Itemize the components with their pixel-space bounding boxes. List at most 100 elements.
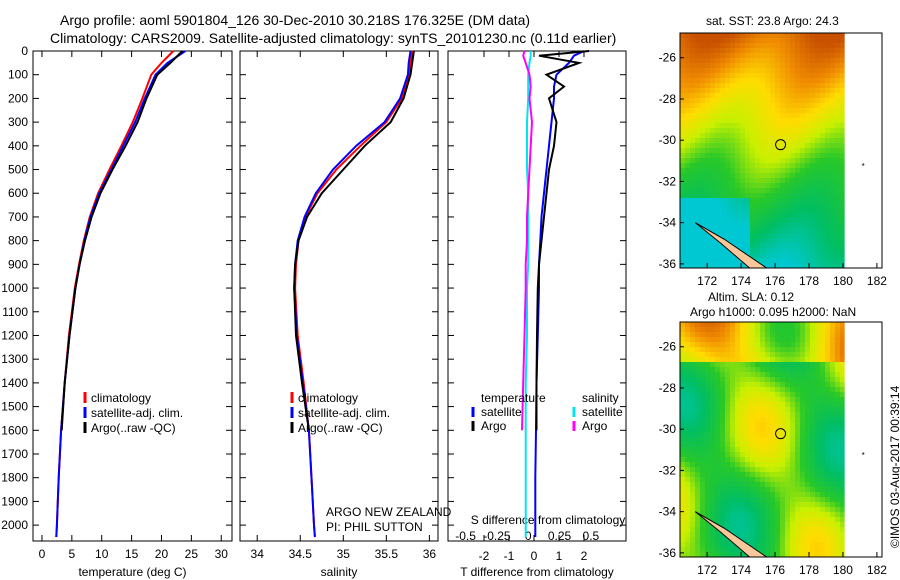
heatmap-cell: [695, 502, 700, 507]
heatmap-cell: [790, 223, 795, 228]
heatmap-cell: [755, 337, 760, 342]
heatmap-cell: [830, 53, 835, 58]
heatmap-cell: [680, 387, 685, 392]
heatmap-cell: [710, 532, 715, 537]
heatmap-cell: [825, 427, 830, 432]
heatmap-cell: [805, 422, 810, 427]
heatmap-cell: [690, 422, 695, 427]
heatmap-cell: [840, 347, 845, 352]
heatmap-cell: [775, 173, 780, 178]
heatmap-cell: [815, 382, 820, 387]
heatmap-cell: [685, 332, 690, 337]
heatmap-cell: [785, 402, 790, 407]
heatmap-cell: [695, 163, 700, 168]
heatmap-cell: [775, 472, 780, 477]
heatmap-cell: [760, 382, 765, 387]
heatmap-cell: [805, 372, 810, 377]
heatmap-cell: [765, 168, 770, 173]
heatmap-cell: [840, 327, 845, 332]
heatmap-cell: [780, 113, 785, 118]
heatmap-cell: [790, 118, 795, 123]
heatmap-cell: [740, 178, 745, 183]
heatmap-cell: [735, 547, 740, 552]
heatmap-cell: [800, 193, 805, 198]
heatmap-cell: [820, 552, 825, 557]
heatmap-cell: [780, 507, 785, 512]
heatmap-cell: [700, 133, 705, 138]
heatmap-cell: [765, 362, 770, 367]
heatmap-cell: [745, 437, 750, 442]
heatmap-cell: [840, 427, 845, 432]
heatmap-cell: [695, 103, 700, 108]
heatmap-cell: [750, 412, 755, 417]
heatmap-cell: [700, 342, 705, 347]
heatmap-cell: [700, 243, 705, 248]
heatmap-cell: [680, 357, 685, 362]
heatmap-cell: [695, 527, 700, 532]
heatmap-cell: [805, 492, 810, 497]
heatmap-cell: [805, 168, 810, 173]
heatmap-cell: [760, 168, 765, 173]
heatmap-cell: [810, 168, 815, 173]
heatmap-cell: [795, 402, 800, 407]
heatmap-cell: [805, 263, 810, 268]
heatmap-cell: [760, 437, 765, 442]
heatmap-cell: [715, 397, 720, 402]
s-axis-label: S difference from climatology: [471, 513, 626, 527]
heatmap-cell: [700, 68, 705, 73]
heatmap-cell: [810, 542, 815, 547]
heatmap-cell: [810, 113, 815, 118]
heatmap-cell: [755, 382, 760, 387]
heatmap-cell: [715, 347, 720, 352]
heatmap-cell: [715, 492, 720, 497]
x-tick-label: 35: [337, 547, 351, 561]
heatmap-cell: [680, 68, 685, 73]
heatmap-cell: [720, 83, 725, 88]
heatmap-cell: [725, 248, 730, 253]
heatmap-cell: [685, 442, 690, 447]
heatmap-cell: [790, 482, 795, 487]
heatmap-cell: [770, 402, 775, 407]
heatmap-cell: [765, 452, 770, 457]
heatmap-cell: [735, 492, 740, 497]
heatmap-cell: [735, 103, 740, 108]
heatmap-cell: [720, 93, 725, 98]
heatmap-cell: [750, 512, 755, 517]
heatmap-cell: [755, 417, 760, 422]
heatmap-cell: [835, 407, 840, 412]
heatmap-cell: [760, 367, 765, 372]
heatmap-cell: [765, 352, 770, 357]
heatmap-cell: [720, 552, 725, 557]
heatmap-cell: [695, 392, 700, 397]
heatmap-cell: [710, 347, 715, 352]
heatmap-cell: [785, 372, 790, 377]
heatmap-cell: [760, 248, 765, 253]
heatmap-cell: [795, 517, 800, 522]
heatmap-cell: [715, 258, 720, 263]
heatmap-cell: [815, 492, 820, 497]
heatmap-cell: [830, 108, 835, 113]
heatmap-cell: [765, 218, 770, 223]
heatmap-cell: [795, 173, 800, 178]
heatmap-cell: [690, 427, 695, 432]
heatmap-cell: [710, 432, 715, 437]
heatmap-cell: [820, 322, 825, 327]
heatmap-cell: [830, 133, 835, 138]
heatmap-cell: [715, 352, 720, 357]
heatmap-cell: [700, 442, 705, 447]
heatmap-cell: [710, 427, 715, 432]
heatmap-cell: [705, 48, 710, 53]
heatmap-cell: [700, 327, 705, 332]
heatmap-cell: [815, 93, 820, 98]
heatmap-cell: [715, 362, 720, 367]
heatmap-cell: [770, 457, 775, 462]
heatmap-cell: [750, 98, 755, 103]
heatmap-cell: [710, 238, 715, 243]
heatmap-cell: [795, 472, 800, 477]
heatmap-cell: [715, 507, 720, 512]
heatmap-cell: [725, 188, 730, 193]
heatmap-cell: [830, 397, 835, 402]
heatmap-cell: [830, 218, 835, 223]
heatmap-cell: [735, 93, 740, 98]
heatmap-cell: [815, 442, 820, 447]
